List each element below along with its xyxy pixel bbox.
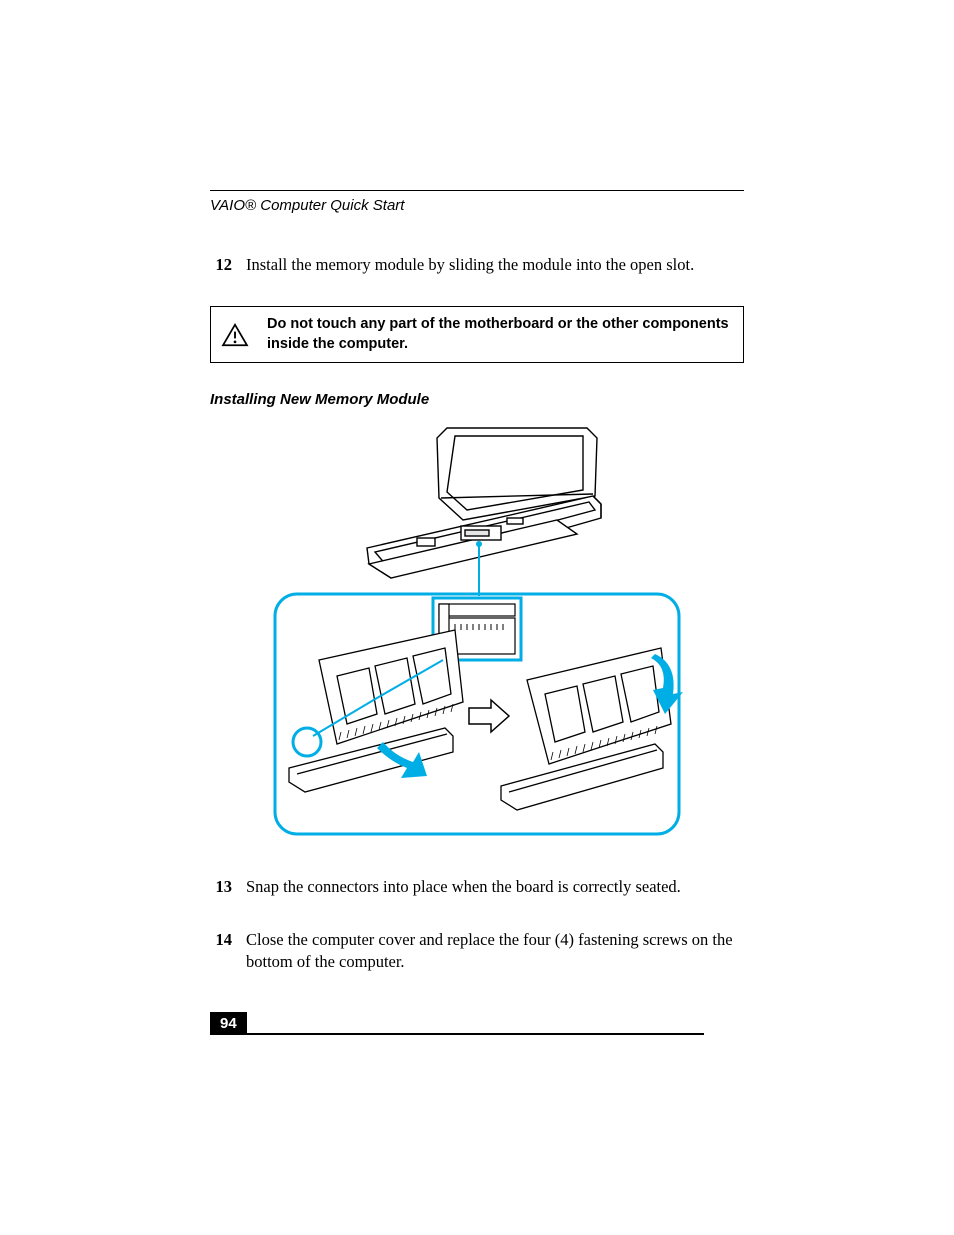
header-rule bbox=[210, 190, 744, 191]
doc-header-title: VAIO® Computer Quick Start bbox=[210, 197, 744, 214]
step-text: Close the computer cover and replace the… bbox=[246, 929, 744, 974]
footer-rule bbox=[247, 1033, 704, 1035]
step-text: Snap the connectors into place when the … bbox=[246, 876, 744, 898]
step-text: Install the memory module by sliding the… bbox=[246, 254, 744, 276]
page-number: 94 bbox=[210, 1012, 247, 1035]
step-number: 12 bbox=[210, 254, 232, 276]
warning-icon bbox=[221, 323, 249, 347]
step-number: 13 bbox=[210, 876, 232, 898]
step-14: 14 Close the computer cover and replace … bbox=[210, 929, 744, 974]
step-13: 13 Snap the connectors into place when t… bbox=[210, 876, 744, 898]
warning-box: Do not touch any part of the motherboard… bbox=[210, 306, 744, 363]
warning-text: Do not touch any part of the motherboard… bbox=[267, 315, 733, 354]
page-footer: 94 bbox=[210, 1012, 744, 1035]
figure-caption: Installing New Memory Module bbox=[210, 391, 744, 408]
step-12: 12 Install the memory module by sliding … bbox=[210, 254, 744, 276]
step-number: 14 bbox=[210, 929, 232, 974]
figure-illustration bbox=[210, 418, 744, 848]
